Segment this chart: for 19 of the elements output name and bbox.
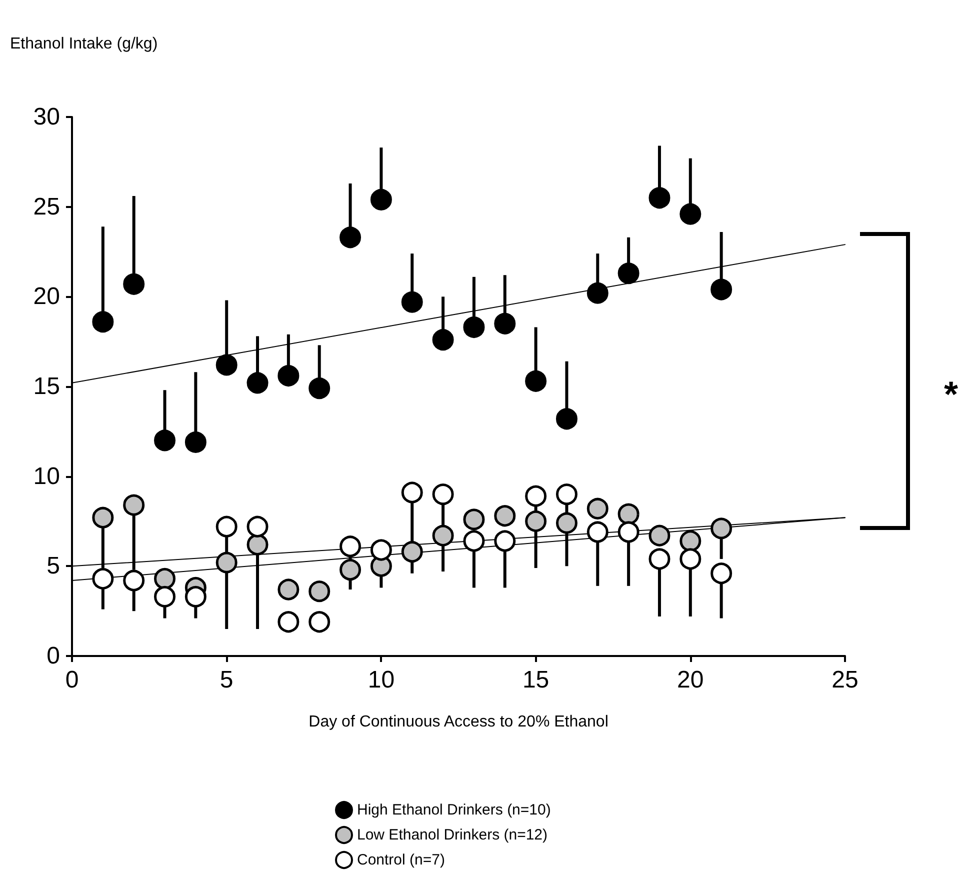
y-tick-label: 5 bbox=[46, 552, 60, 580]
legend-label: High Ethanol Drinkers (n=10) bbox=[357, 802, 551, 818]
y-tick-label: 0 bbox=[46, 642, 60, 670]
legend-label: Control (n=7) bbox=[357, 852, 445, 868]
y-tick-label: 15 bbox=[33, 373, 60, 400]
x-tick-label: 15 bbox=[522, 666, 550, 694]
x-tick-label: 10 bbox=[368, 666, 395, 694]
x-axis-title: Day of Continuous Access to 20% Ethanol bbox=[308, 714, 608, 730]
y-tick-label: 30 bbox=[33, 104, 60, 130]
legend-label: Low Ethanol Drinkers (n=12) bbox=[357, 826, 548, 844]
x-tick-label: 5 bbox=[220, 666, 234, 694]
y-tick-label: 25 bbox=[33, 193, 60, 220]
y-tick-label: 10 bbox=[33, 462, 60, 490]
x-tick-label: 20 bbox=[677, 666, 704, 694]
y-axis-title: Ethanol Intake (g/kg) bbox=[10, 36, 158, 53]
x-tick-label: 0 bbox=[65, 666, 79, 694]
y-tick-label: 20 bbox=[33, 283, 60, 310]
x-tick-label: 25 bbox=[832, 666, 858, 694]
text: * bbox=[944, 374, 958, 414]
